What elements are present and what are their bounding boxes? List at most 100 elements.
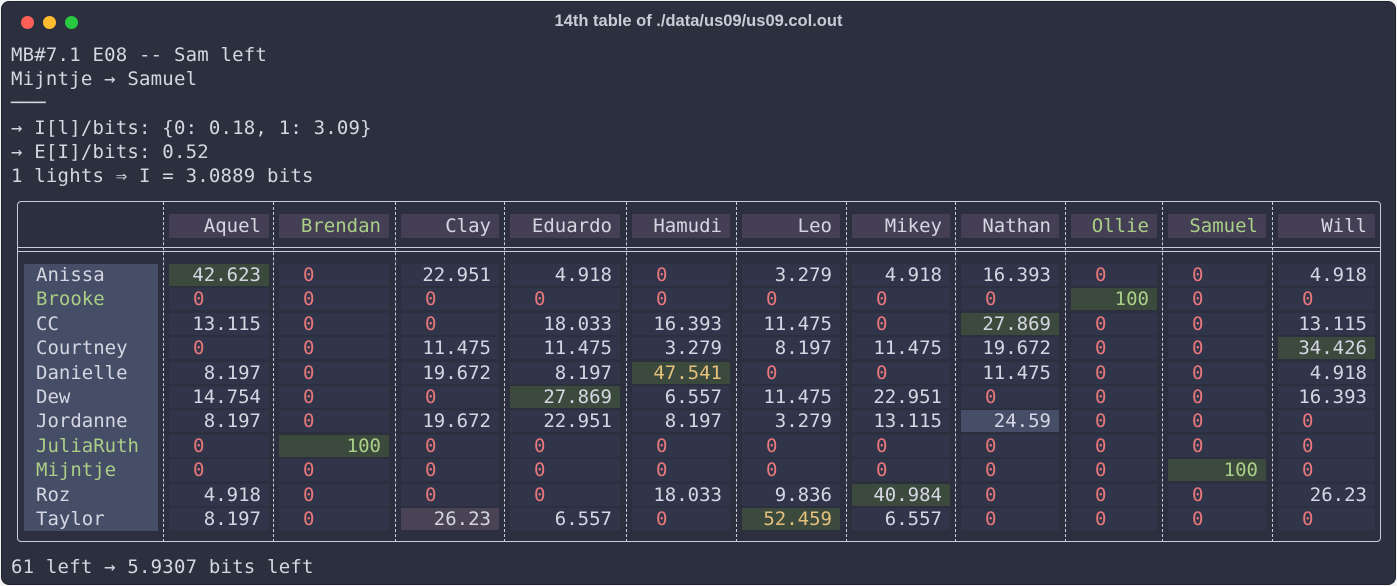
- maximize-button[interactable]: [65, 16, 78, 29]
- table-cell: 4.918: [510, 264, 620, 286]
- minimize-button[interactable]: [43, 16, 56, 29]
- table-cell: 13.115: [169, 313, 269, 335]
- table-cell: 11.475: [852, 337, 950, 359]
- column-header: Aquel: [169, 214, 269, 238]
- table-cell: 0: [279, 362, 389, 384]
- table-cell: 0: [961, 459, 1059, 481]
- table-cell: 0: [1168, 264, 1266, 286]
- info-line-1: MB#7.1 E08 -- Sam left: [11, 44, 268, 66]
- window-title: 14th table of ./data/us09/us09.col.out: [554, 12, 843, 30]
- table-cell: 19.672: [401, 362, 499, 384]
- row-label: Courtney: [36, 337, 128, 359]
- table-cell: 3.279: [742, 264, 840, 286]
- table-cell: 100: [279, 435, 389, 457]
- table-cell: 16.393: [632, 313, 730, 335]
- results-table: [17, 201, 1381, 542]
- table-cell: 0: [632, 508, 730, 530]
- table-cell: 4.918: [852, 264, 950, 286]
- table-cell: 3.279: [632, 337, 730, 359]
- column-separator: [846, 202, 847, 542]
- table-cell: 0: [1168, 337, 1266, 359]
- row-label: Brooke: [36, 288, 105, 310]
- column-header: Hamudi: [632, 214, 730, 238]
- table-cell: 0: [1071, 435, 1157, 457]
- row-label: Mijntje: [36, 459, 117, 481]
- table-cell: 0: [401, 386, 499, 408]
- table-cell: 0: [279, 508, 389, 530]
- table-cell: 0: [1071, 386, 1157, 408]
- row-label: Danielle: [36, 362, 128, 384]
- column-separator: [1272, 202, 1273, 542]
- table-cell: 0: [1278, 459, 1375, 481]
- column-separator: [273, 202, 274, 542]
- table-cell: 8.197: [632, 410, 730, 432]
- column-header: Ollie: [1071, 214, 1157, 238]
- table-cell: 27.869: [961, 313, 1059, 335]
- table-cell: 0: [1071, 313, 1157, 335]
- table-cell: 0: [1168, 508, 1266, 530]
- table-cell: 16.393: [1278, 386, 1375, 408]
- table-cell: 26.23: [401, 508, 499, 530]
- table-cell: 0: [279, 410, 389, 432]
- table-cell: 0: [510, 288, 620, 310]
- row-label: CC: [36, 313, 59, 335]
- table-cell: 14.754: [169, 386, 269, 408]
- row-label: Anissa: [36, 264, 105, 286]
- table-cell: 0: [1071, 484, 1157, 506]
- table-cell: 0: [401, 459, 499, 481]
- table-cell: 0: [401, 288, 499, 310]
- column-separator: [955, 202, 956, 542]
- table-cell: 0: [401, 435, 499, 457]
- table-cell: 0: [279, 386, 389, 408]
- table-cell: 0: [1168, 386, 1266, 408]
- table-cell: 0: [852, 459, 950, 481]
- table-cell: 0: [279, 264, 389, 286]
- close-button[interactable]: [21, 16, 34, 29]
- table-cell: 0: [401, 313, 499, 335]
- table-cell: 16.393: [961, 264, 1059, 286]
- column-header: Brendan: [279, 214, 389, 238]
- table-cell: 0: [961, 484, 1059, 506]
- table-cell: 0: [852, 313, 950, 335]
- table-cell: 11.475: [961, 362, 1059, 384]
- row-label: JuliaRuth: [36, 435, 139, 457]
- table-cell: 22.951: [401, 264, 499, 286]
- table-cell: 0: [742, 362, 840, 384]
- table-cell: 0: [510, 459, 620, 481]
- column-header: Mikey: [852, 214, 950, 238]
- column-header: Leo: [742, 214, 840, 238]
- table-cell: 0: [279, 459, 389, 481]
- column-header: Clay: [401, 214, 499, 238]
- table-cell: 0: [169, 459, 269, 481]
- table-cell: 0: [742, 459, 840, 481]
- table-cell: 0: [169, 288, 269, 310]
- table-cell: 6.557: [510, 508, 620, 530]
- row-label: Taylor: [36, 508, 105, 530]
- table-cell: 0: [852, 288, 950, 310]
- table-cell: 47.541: [632, 362, 730, 384]
- table-cell: 0: [1071, 410, 1157, 432]
- table-cell: 0: [1168, 410, 1266, 432]
- column-separator: [163, 202, 164, 542]
- info-line-4: → I[l]/bits: {0: 0.18, 1: 3.09}: [11, 117, 372, 139]
- table-cell: 0: [961, 386, 1059, 408]
- column-separator: [1162, 202, 1163, 542]
- table-cell: 0: [632, 288, 730, 310]
- table-cell: 0: [1071, 362, 1157, 384]
- table-cell: 0: [510, 484, 620, 506]
- column-header: Will: [1278, 214, 1375, 238]
- table-cell: 40.984: [852, 484, 950, 506]
- table-cell: 0: [742, 435, 840, 457]
- table-cell: 0: [169, 337, 269, 359]
- table-cell: 0: [632, 459, 730, 481]
- table-cell: 24.59: [961, 410, 1059, 432]
- table-cell: 0: [1071, 508, 1157, 530]
- table-cell: 0: [1168, 435, 1266, 457]
- table-cell: 100: [1168, 459, 1266, 481]
- table-cell: 0: [1071, 337, 1157, 359]
- table-cell: 0: [279, 337, 389, 359]
- table-cell: 4.918: [1278, 264, 1375, 286]
- row-label-column: [24, 264, 158, 531]
- info-line-2: Mijntje → Samuel: [11, 68, 198, 90]
